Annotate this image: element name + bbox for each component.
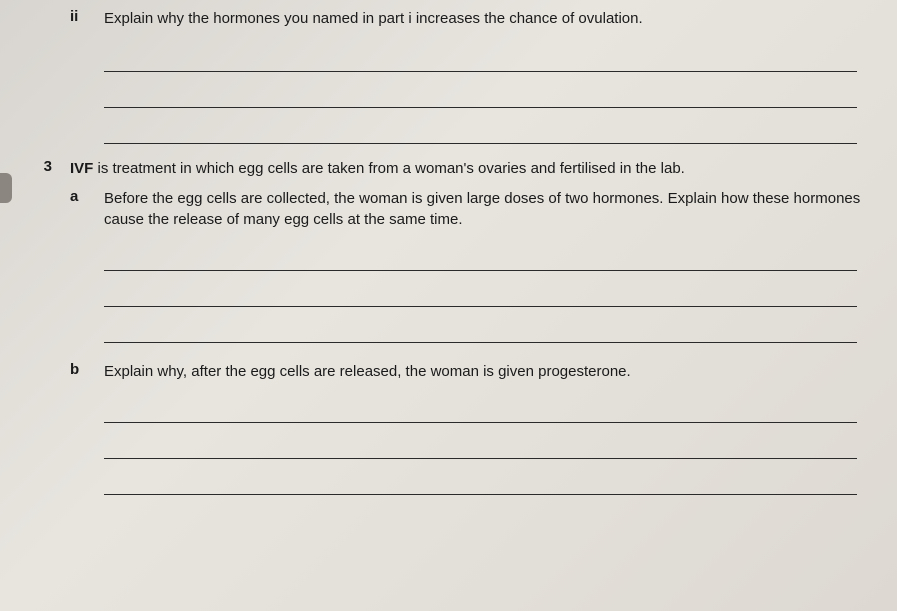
answer-line[interactable]	[104, 423, 857, 459]
answer-line[interactable]	[104, 235, 857, 271]
question-ii-label: ii	[70, 8, 104, 25]
question-3a-text: Before the egg cells are collected, the …	[104, 188, 867, 232]
answer-line[interactable]	[104, 72, 857, 108]
question-ii-block: ii Explain why the hormones you named in…	[30, 8, 867, 144]
answer-line[interactable]	[104, 271, 857, 307]
question-3-intro-row: 3 IVF is treatment in which egg cells ar…	[30, 158, 867, 180]
question-3a-row: a Before the egg cells are collected, th…	[70, 188, 867, 232]
question-3-intro-rest: is treatment in which egg cells are take…	[93, 160, 684, 177]
question-3-number: 3	[30, 158, 70, 175]
answer-line[interactable]	[104, 36, 857, 72]
answer-line[interactable]	[104, 387, 857, 423]
page-tab-notch	[0, 173, 12, 203]
question-ii-row: ii Explain why the hormones you named in…	[30, 8, 867, 30]
answer-line[interactable]	[104, 459, 857, 495]
question-3b-text: Explain why, after the egg cells are rel…	[104, 361, 867, 383]
answer-line[interactable]	[104, 108, 857, 144]
worksheet-page: ii Explain why the hormones you named in…	[30, 8, 867, 495]
answer-line[interactable]	[104, 307, 857, 343]
question-3b-label: b	[70, 361, 104, 378]
question-ii-text: Explain why the hormones you named in pa…	[104, 8, 867, 30]
question-3a-label: a	[70, 188, 104, 205]
question-3-block: 3 IVF is treatment in which egg cells ar…	[30, 158, 867, 495]
ivf-bold: IVF	[70, 160, 93, 177]
question-3b-block: b Explain why, after the egg cells are r…	[30, 361, 867, 495]
question-ii-answer-lines	[104, 36, 857, 144]
question-3a-block: a Before the egg cells are collected, th…	[30, 188, 867, 344]
question-3-intro-text: IVF is treatment in which egg cells are …	[70, 158, 867, 180]
question-3b-answer-lines	[104, 387, 857, 495]
question-3a-answer-lines	[104, 235, 857, 343]
question-3b-row: b Explain why, after the egg cells are r…	[70, 361, 867, 383]
